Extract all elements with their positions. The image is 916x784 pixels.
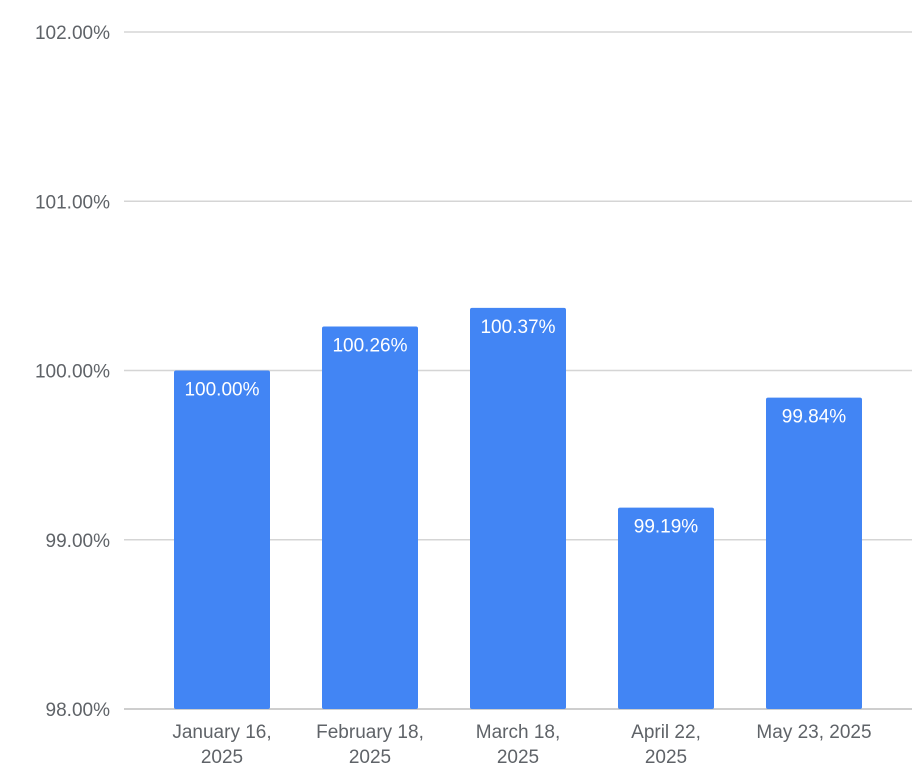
y-axis-tick-labels: 98.00% 99.00% 100.00% 101.00% 102.00% — [35, 23, 110, 721]
data-label: 99.19% — [634, 517, 699, 538]
x-tick-label: 2025 — [645, 747, 687, 768]
bar — [618, 507, 714, 709]
bars — [174, 307, 862, 709]
x-tick-label: 2025 — [201, 747, 243, 768]
y-tick-label: 102.00% — [35, 23, 110, 44]
x-tick-label: 2025 — [349, 747, 391, 768]
y-tick-label: 101.00% — [35, 192, 110, 213]
bar — [322, 326, 418, 709]
x-tick-label: January 16, — [172, 722, 271, 743]
bar — [766, 397, 862, 709]
y-tick-label: 99.00% — [46, 531, 111, 552]
data-label: 100.00% — [184, 380, 259, 401]
x-tick-label: April 22, — [631, 722, 701, 743]
data-label: 100.26% — [332, 335, 407, 356]
x-tick-label: May 23, 2025 — [756, 722, 871, 743]
y-tick-label: 100.00% — [35, 362, 110, 383]
data-label: 100.37% — [480, 317, 555, 338]
data-label: 99.84% — [782, 407, 847, 428]
y-tick-label: 98.00% — [46, 700, 111, 721]
x-tick-label: February 18, — [316, 722, 424, 743]
bar — [174, 370, 270, 709]
x-tick-label: 2025 — [497, 747, 539, 768]
x-axis-tick-labels: January 16, 2025 February 18, 2025 March 18,… — [172, 722, 871, 768]
x-tick-label: March 18, — [476, 722, 560, 743]
data-labels: 100.00% 100.26% 100.37% 99.19% 99.84% — [184, 317, 846, 538]
bar — [470, 307, 566, 709]
